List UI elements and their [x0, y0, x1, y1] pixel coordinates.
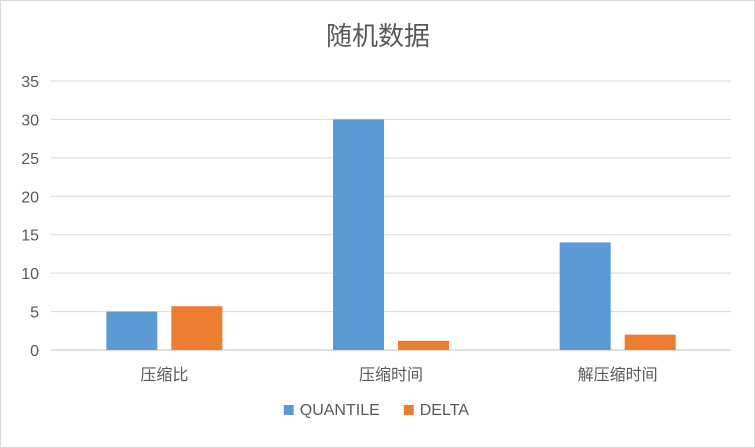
legend-swatch [283, 405, 294, 415]
bar-quantile [559, 242, 611, 350]
y-tick-label: 10 [21, 266, 39, 283]
legend-swatch [403, 405, 414, 415]
y-tick-label: 30 [21, 112, 39, 129]
bar-delta [398, 340, 449, 350]
legend-label: QUANTILE [300, 402, 380, 419]
legend: QUANTILE DELTA [283, 402, 470, 419]
y-tick-label: 15 [21, 228, 39, 245]
bars [106, 119, 676, 350]
y-tick-label: 35 [21, 74, 39, 91]
x-axis-category-labels: 压缩比 压缩时间 解压缩时间 [140, 365, 657, 384]
y-tick-label: 5 [30, 305, 39, 322]
category-label: 解压缩时间 [578, 365, 658, 384]
chart-title: 随机数据 [326, 22, 430, 52]
bar-delta [624, 334, 676, 350]
gridlines [51, 80, 731, 351]
bar-delta [171, 306, 223, 350]
y-axis-tick-labels: 0 5 10 15 20 25 30 35 [21, 74, 39, 360]
y-tick-label: 25 [21, 151, 39, 168]
category-label: 压缩比 [140, 365, 188, 384]
y-tick-label: 0 [30, 343, 39, 360]
bar-quantile [333, 119, 384, 350]
legend-label: DELTA [420, 402, 470, 419]
bar-quantile [106, 311, 158, 350]
category-label: 压缩时间 [359, 365, 423, 384]
y-tick-label: 20 [21, 189, 39, 206]
